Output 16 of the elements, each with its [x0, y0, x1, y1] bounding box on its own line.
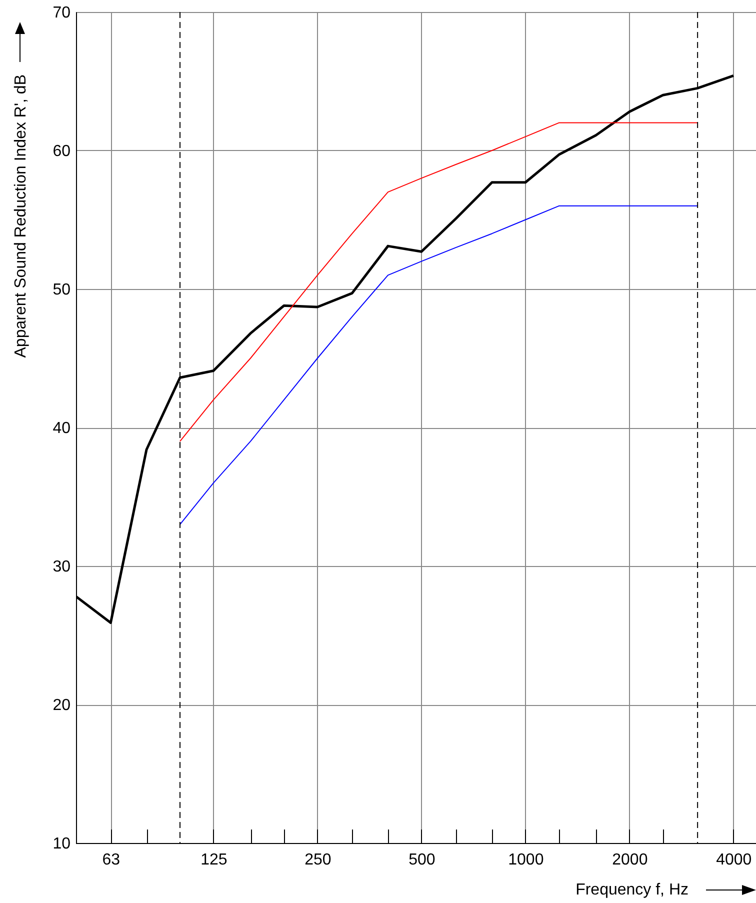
y-tick-label: 30 — [52, 558, 71, 576]
x-tick-label: 500 — [408, 852, 436, 868]
y-tick-label: 70 — [52, 4, 71, 22]
x-tick-label: 1000 — [508, 852, 544, 868]
x-tick-label: 63 — [102, 852, 120, 868]
y-tick-label: 40 — [52, 420, 71, 437]
x-tick-label: 125 — [200, 852, 228, 868]
x-axis-title: Frequency f, Hz — [576, 882, 688, 898]
x-tick-label: 250 — [304, 852, 332, 868]
x-tick-label: 4000 — [716, 852, 752, 868]
y-tick-label: 50 — [52, 282, 71, 298]
y-tick-label: 20 — [52, 697, 71, 714]
y-axis-title: Apparent Sound Reduction Index R', dB — [12, 74, 30, 358]
y-tick-label: 60 — [52, 143, 71, 160]
y-tick-label: 10 — [52, 836, 71, 852]
x-tick-label: 2000 — [612, 852, 648, 868]
